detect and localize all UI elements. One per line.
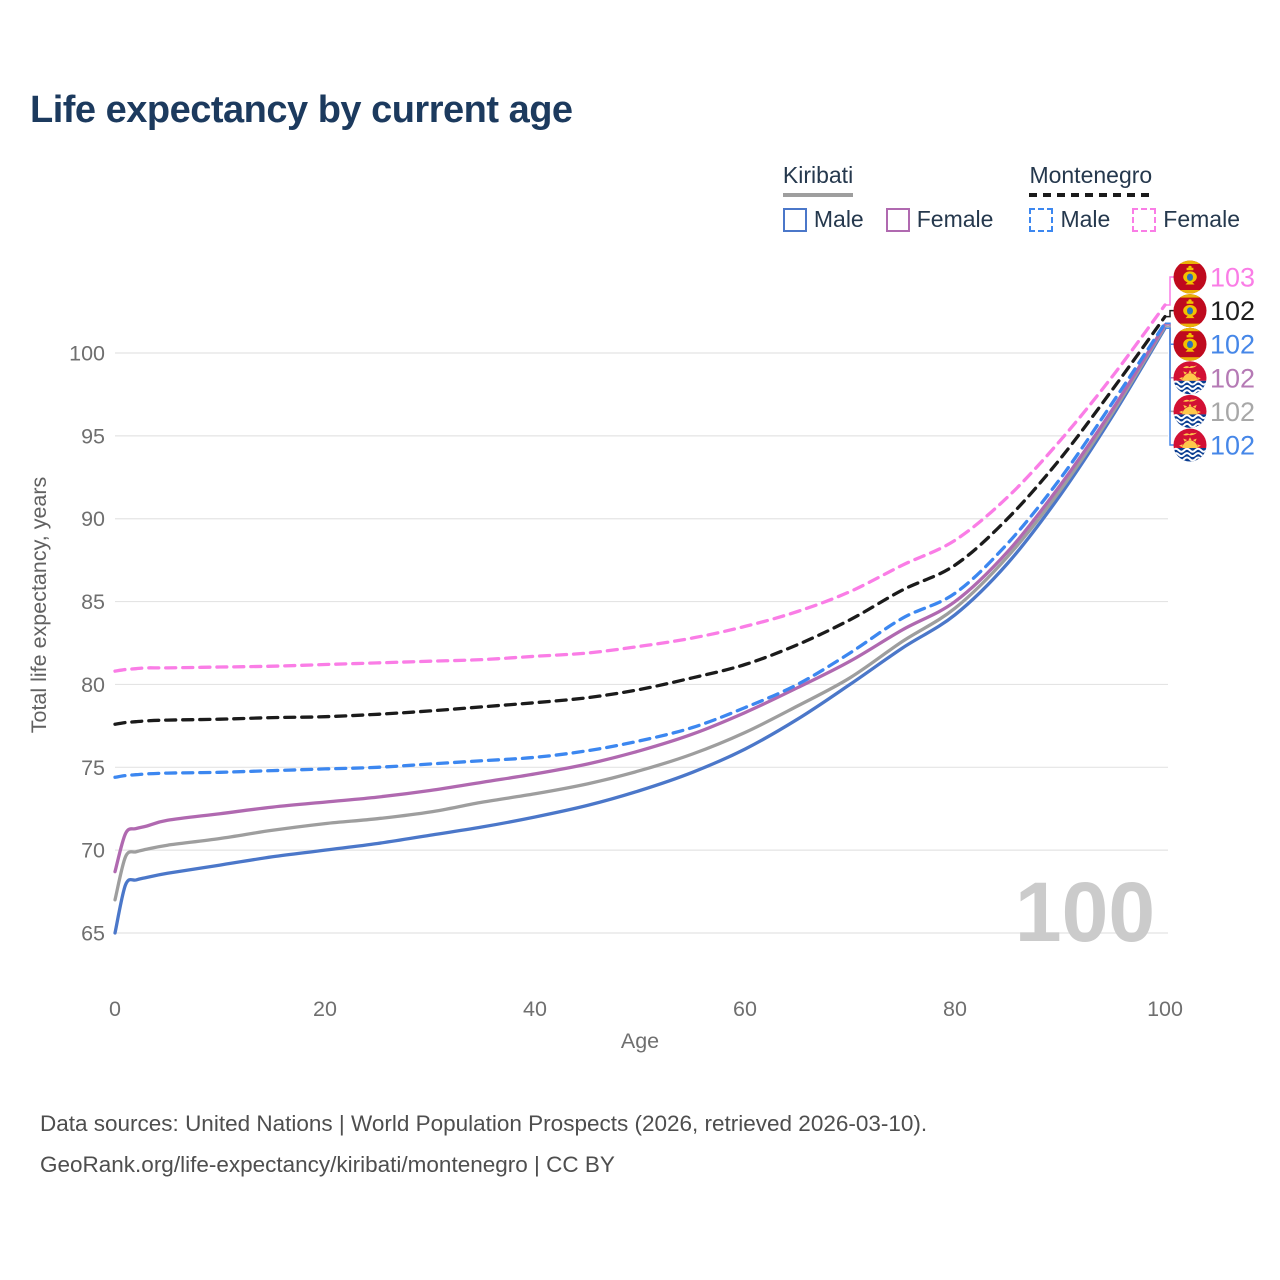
footer-source-line: Data sources: United Nations | World Pop… [40,1111,928,1136]
x-tick-label: 60 [733,997,757,1021]
series-line-montenegro [113,314,1167,726]
end-value-label-kiribati-male: 102 [1210,431,1255,461]
age-counter-watermark: 100 [1015,865,1155,959]
montenegro-flag-icon [1173,260,1207,294]
series-line-kiribati-male [113,326,1167,935]
legend-swatch-montenegro-female [1132,207,1157,232]
legend-swatch-montenegro-male [1029,207,1054,232]
end-value-label-montenegro-male: 102 [1210,330,1255,360]
end-label-leader-montenegro [1165,309,1176,318]
legend-item-kiribati-female[interactable]: Female [885,206,994,233]
x-tick-label: 80 [943,997,967,1021]
legend-group-montenegro: Montenegro Male Female [1029,162,1240,233]
legend-label-kiribati-male: Male [813,206,864,232]
legend-country-kiribati[interactable]: Kiribati [782,162,854,188]
end-label-leader-montenegro-female [1165,276,1176,306]
footer: Data sources: United Nations | World Pop… [40,1103,927,1185]
montenegro-flag-icon [1173,327,1207,361]
x-tick-label: 20 [313,997,337,1021]
y-tick-label: 85 [81,590,105,614]
series-line-kiribati-female [113,323,1167,874]
end-value-label-kiribati: 102 [1210,397,1255,427]
legend-item-kiribati-male[interactable]: Male [782,206,864,233]
kiribati-flag-icon [1173,361,1207,395]
legend-item-montenegro-female[interactable]: Female [1132,206,1240,233]
end-value-label-montenegro-female: 103 [1210,263,1255,293]
legend-item-montenegro-male[interactable]: Male [1029,206,1110,233]
y-tick-label: 90 [81,507,105,531]
legend: Kiribati Male Female Montenegro [782,162,1240,233]
kiribati-flag-icon [1173,428,1207,462]
footer-url-line: GeoRank.org/life-expectancy/kiribati/mon… [40,1152,615,1177]
y-tick-label: 95 [81,424,105,448]
y-tick-label: 70 [81,839,105,863]
kiribati-flag-icon [1173,394,1207,428]
x-axis-title: Age [621,1029,659,1053]
end-value-label-kiribati-female: 102 [1210,363,1255,393]
y-tick-label: 100 [69,342,105,366]
legend-underline-kiribati [782,193,854,197]
legend-country-montenegro[interactable]: Montenegro [1029,162,1153,188]
end-value-label-montenegro: 102 [1210,296,1255,326]
y-tick-label: 80 [81,673,105,697]
page-title: Life expectancy by current age [30,89,573,131]
legend-label-kiribati-female: Female [916,206,994,232]
end-label-leader-kiribati-male [1165,327,1176,446]
x-tick-label: 40 [523,997,547,1021]
legend-underline-montenegro [1029,193,1153,197]
series-line-montenegro-female [113,303,1167,673]
y-axis-title: Total life expectancy, years [27,477,51,734]
legend-label-montenegro-male: Male [1060,206,1111,232]
legend-label-montenegro-female: Female [1163,206,1240,232]
x-tick-label: 100 [1147,997,1183,1021]
series-line-kiribati [113,324,1167,902]
series-line-montenegro-male [113,321,1167,779]
legend-group-kiribati: Kiribati Male Female [782,162,994,233]
x-tick-label: 0 [109,997,121,1021]
y-tick-label: 75 [81,756,105,780]
legend-swatch-kiribati-male [782,207,807,232]
montenegro-flag-icon [1173,294,1207,328]
y-tick-label: 65 [81,922,105,946]
legend-swatch-kiribati-female [885,207,910,232]
